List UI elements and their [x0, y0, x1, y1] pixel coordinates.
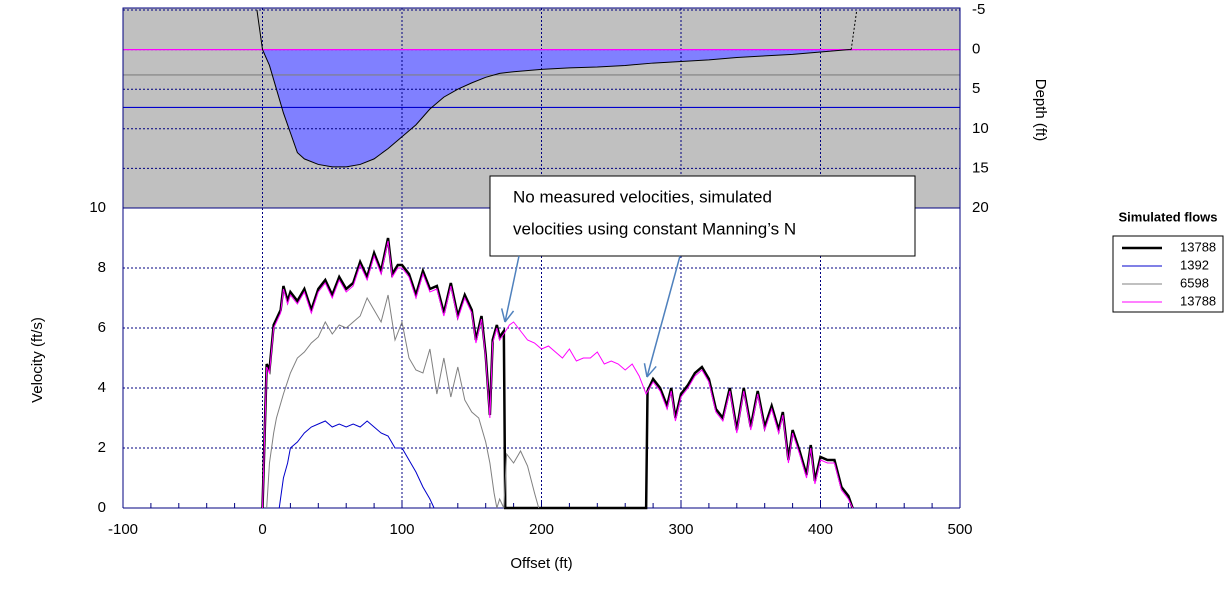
legend-title: Simulated flows	[1119, 209, 1218, 224]
x-tick-label: 0	[258, 521, 266, 538]
x-tick-label: -100	[108, 521, 138, 538]
y2-tick-label: 20	[972, 199, 989, 216]
y-tick-label: 4	[98, 379, 106, 396]
y-tick-label: 2	[98, 439, 106, 456]
y2-tick-label: -5	[972, 1, 985, 18]
legend-label: 13788	[1180, 239, 1216, 254]
legend-label: 13788	[1180, 293, 1216, 308]
x-tick-label: 300	[668, 521, 693, 538]
annotation-arrow	[646, 255, 681, 378]
y-tick-label: 8	[98, 259, 106, 276]
y-tick-label: 10	[89, 199, 106, 216]
x-tick-label: 100	[389, 521, 414, 538]
y2-tick-label: 15	[972, 159, 989, 176]
y-axis-label: Velocity (ft/s)	[29, 317, 46, 403]
y2-axis-label: Depth (ft)	[1032, 79, 1049, 142]
bed-profile	[256, 9, 852, 168]
y2-tick-label: 10	[972, 120, 989, 137]
arrow-head	[643, 363, 648, 378]
depth-panel	[123, 8, 960, 208]
y2-tick-label: 5	[972, 80, 980, 97]
velocity-line	[262, 240, 854, 509]
arrow-head	[646, 365, 657, 378]
arrow-head	[504, 310, 515, 323]
x-axis-label: Offset (ft)	[510, 555, 572, 572]
velocity-line	[278, 420, 435, 509]
velocity-line	[266, 294, 540, 509]
arrow-head	[500, 308, 506, 323]
bed-profile	[850, 9, 858, 50]
legend-label: 6598	[1180, 275, 1209, 290]
annotation-arrow	[504, 255, 520, 323]
y-tick-label: 6	[98, 319, 106, 336]
annotation-text: velocities using constant Manning’s N	[513, 219, 796, 238]
legend-label: 1392	[1180, 257, 1209, 272]
annotation-text: No measured velocities, simulated	[513, 187, 772, 206]
x-tick-label: 400	[808, 521, 833, 538]
x-tick-label: 200	[529, 521, 554, 538]
annotation-box	[489, 175, 916, 257]
y2-tick-label: 0	[972, 41, 980, 58]
y-tick-label: 0	[98, 499, 106, 516]
velocity-line	[261, 237, 854, 510]
x-tick-label: 500	[947, 521, 972, 538]
wetted-area	[256, 49, 857, 167]
